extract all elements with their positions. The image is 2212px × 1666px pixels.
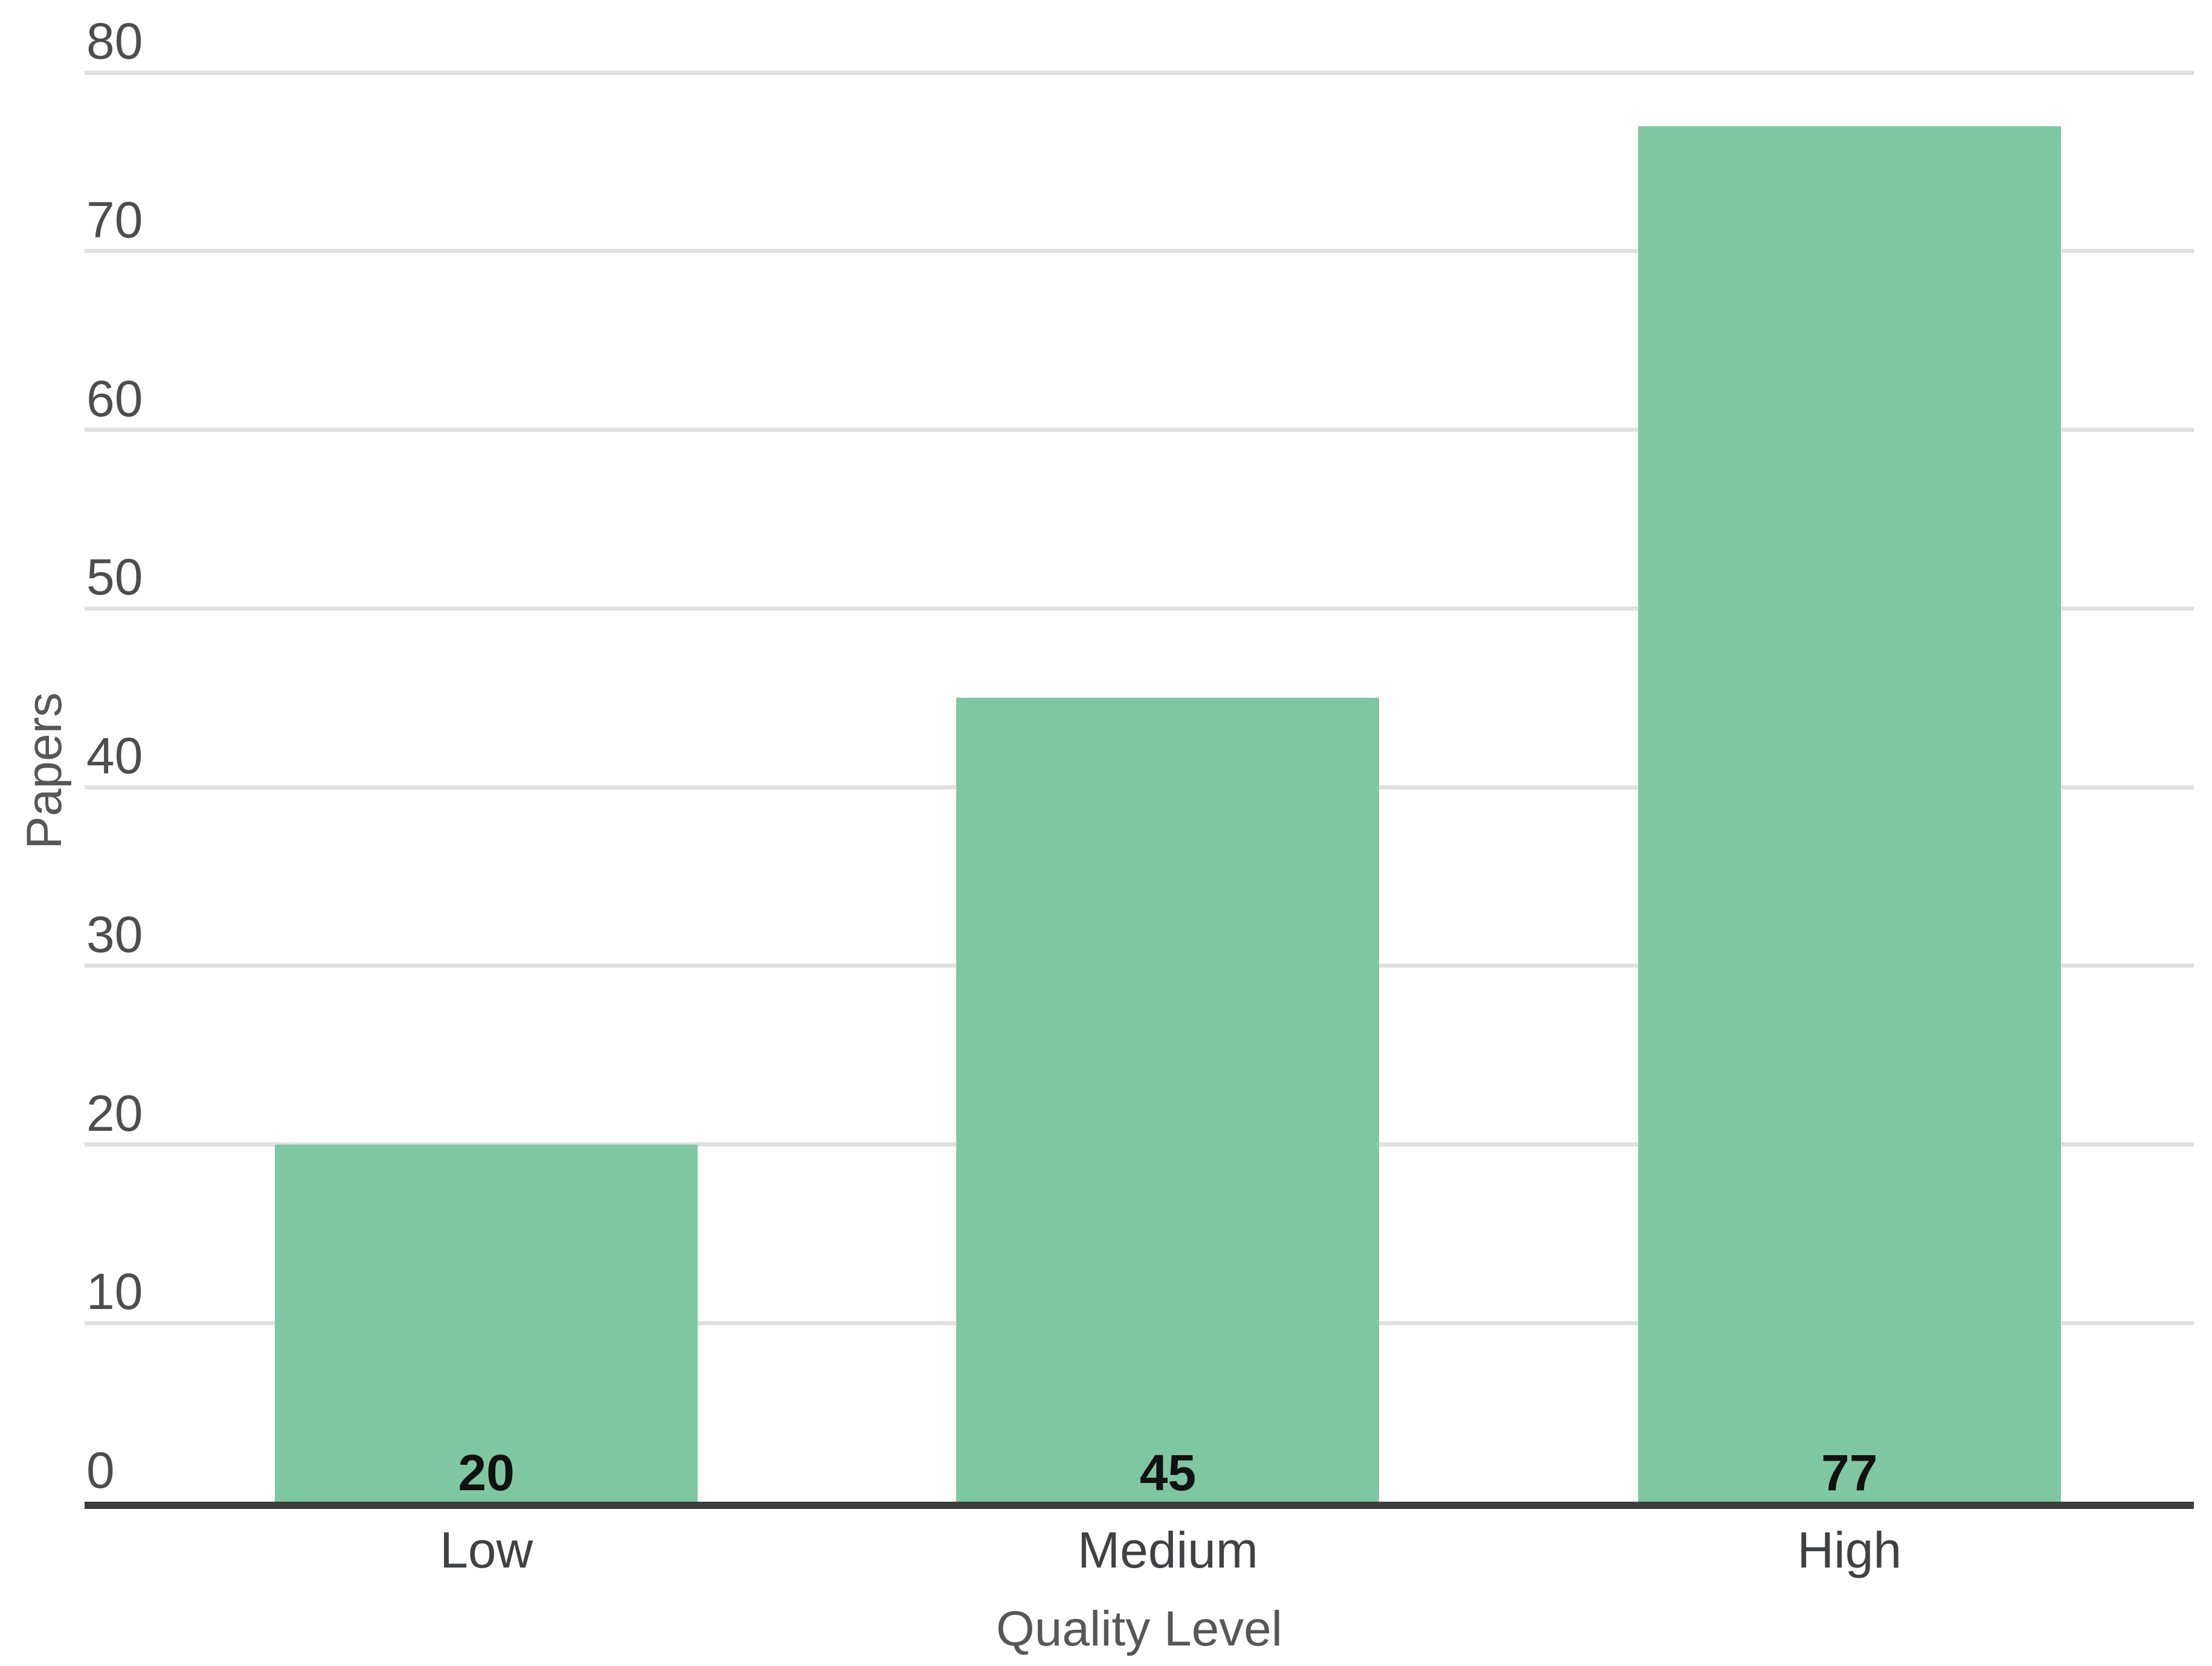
y-axis-tick-label: 60 bbox=[86, 370, 143, 427]
gridline bbox=[85, 70, 2194, 75]
bar-low bbox=[275, 1144, 698, 1502]
bar-value-label: 20 bbox=[458, 1444, 515, 1501]
y-axis-tick-label: 10 bbox=[86, 1263, 143, 1320]
gridline bbox=[85, 428, 2194, 432]
gridline bbox=[85, 606, 2194, 611]
x-axis-title: Quality Level bbox=[995, 1601, 1283, 1656]
y-axis-tick-label: 50 bbox=[86, 548, 143, 606]
bar-medium bbox=[956, 698, 1380, 1502]
x-axis-category-label: Medium bbox=[1078, 1522, 1258, 1578]
bar-value-label: 77 bbox=[1821, 1444, 1878, 1501]
y-axis-tick-label: 40 bbox=[86, 727, 143, 784]
y-axis-tick-label: 0 bbox=[86, 1442, 115, 1499]
y-axis-tick-label: 30 bbox=[86, 905, 143, 963]
gridline bbox=[85, 249, 2194, 254]
y-axis-tick-label: 70 bbox=[86, 191, 143, 248]
bar-value-label: 45 bbox=[1139, 1444, 1197, 1501]
x-axis-category-label: High bbox=[1797, 1522, 1902, 1578]
x-axis-category-label: Low bbox=[440, 1522, 533, 1578]
y-axis-tick-label: 80 bbox=[86, 13, 143, 69]
x-axis-line bbox=[85, 1502, 2194, 1509]
bar-high bbox=[1638, 126, 2061, 1502]
y-axis-tick-label: 20 bbox=[86, 1084, 143, 1142]
